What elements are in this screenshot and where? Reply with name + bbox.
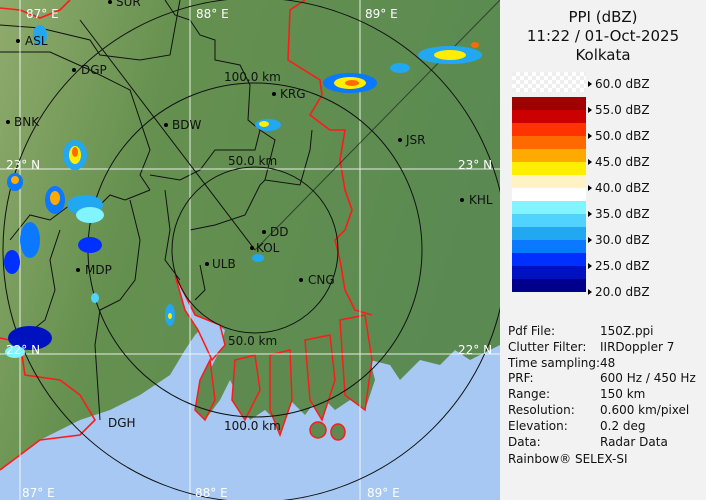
color-band (512, 266, 586, 279)
scale-tick-label: 20.0 dBZ (588, 285, 650, 299)
radar-map[interactable]: SUR ASL DGP BNK BDW KRG JSR KHL DD KOL U… (0, 0, 500, 500)
color-band (512, 214, 586, 227)
info-key: Resolution: (508, 402, 575, 417)
color-band (512, 162, 586, 175)
scale-tick-label: 30.0 dBZ (588, 233, 650, 247)
info-row: PRF: 600 Hz / 450 Hz (508, 371, 696, 387)
city-label: DGH (108, 416, 136, 430)
info-value: 150Z.ppi (600, 324, 654, 338)
city-label: ASL (25, 34, 48, 48)
radar-site: Kolkata (575, 46, 631, 64)
info-row: Elevation: 0.2 deg (508, 419, 696, 435)
lat-label: 22° N (458, 343, 492, 357)
vendor-credit: Rainbow® SELEX-SI (508, 452, 628, 467)
info-row: Time sampling: 48 (508, 356, 696, 372)
lon-label: 88° E (195, 486, 228, 500)
info-value: 150 km (600, 387, 646, 402)
legend-nodata-band (512, 72, 586, 92)
city-label: JSR (405, 133, 426, 147)
scale-tick-label: 45.0 dBZ (588, 155, 650, 169)
info-value: 0.2 deg (600, 418, 646, 433)
info-row: Range: 150 km (508, 387, 696, 403)
color-band (512, 123, 586, 136)
lon-label: 87° E (26, 7, 59, 21)
color-band (512, 201, 586, 214)
info-row: Clutter Filter: IIRDoppler 7 (508, 340, 696, 356)
info-value: IIRDoppler 7 (600, 339, 675, 354)
ring-label-100km: 100.0 km (224, 70, 281, 84)
ring-label-50km: 50.0 km (228, 154, 277, 168)
info-value: Radar Data (600, 434, 668, 449)
lon-label: 89° E (365, 7, 398, 21)
scale-tick-label: 35.0 dBZ (588, 207, 650, 221)
city-label: DGP (81, 63, 107, 77)
range-rings (2, 0, 500, 500)
city-label: KHL (469, 193, 493, 207)
city-label: KRG (280, 87, 306, 101)
city-label: BDW (172, 118, 201, 132)
scale-tick-label: 60.0 dBZ (588, 77, 650, 91)
ring-label-50km: 50.0 km (228, 334, 277, 348)
reflectivity-echoes (4, 25, 482, 358)
info-value: 0.600 km/pixel (600, 402, 690, 417)
city-label: SUR (116, 0, 141, 9)
lon-label: 87° E (22, 486, 55, 500)
product-title: PPI (dBZ) (568, 8, 638, 26)
city-label: MDP (85, 263, 112, 277)
info-value: 600 Hz / 450 Hz (600, 371, 696, 386)
range-ring-50km (171, 166, 339, 334)
scale-tick-label: 55.0 dBZ (588, 103, 650, 117)
info-key: PRF: (508, 371, 534, 386)
color-band (512, 175, 586, 188)
scale-tick-label: 40.0 dBZ (588, 181, 650, 195)
city-label: DD (270, 225, 288, 239)
graticule (0, 0, 500, 500)
lat-label: 22° N (6, 343, 40, 357)
city-label: ULB (212, 257, 236, 271)
color-band (512, 110, 586, 123)
sundarbans-islands (194, 314, 373, 441)
bay-of-bengal (0, 320, 500, 500)
info-value: 48 (600, 355, 616, 370)
color-band (512, 149, 586, 162)
color-band (512, 240, 586, 253)
color-band (512, 253, 586, 266)
city-label: CNG (308, 273, 335, 287)
lat-label: 23° N (458, 158, 492, 172)
lon-label: 88° E (196, 7, 229, 21)
info-key: Elevation: (508, 418, 568, 433)
legend-panel: PPI (dBZ) 11:22 / 01-Oct-2025 Kolkata 60… (500, 0, 706, 500)
city-label: BNK (14, 115, 40, 129)
info-row: Resolution: 0.600 km/pixel (508, 403, 696, 419)
color-band (512, 279, 586, 292)
lat-label: 23° N (6, 158, 40, 172)
river-hooghly (174, 274, 226, 362)
info-key: Pdf File: (508, 324, 556, 338)
city-markers (6, 0, 464, 282)
color-band (512, 136, 586, 149)
ring-label-100km: 100.0 km (224, 419, 281, 433)
range-ring-150km (2, 0, 500, 500)
color-band (512, 97, 586, 110)
info-key: Data: (508, 434, 541, 449)
info-row: Data: Radar Data (508, 435, 696, 451)
city-label: KOL (256, 241, 280, 255)
scale-tick-label: 25.0 dBZ (588, 259, 650, 273)
info-key: Range: (508, 387, 551, 402)
color-band (512, 188, 586, 201)
info-row: Pdf File: 150Z.ppi (508, 324, 696, 340)
color-band (512, 227, 586, 240)
info-key: Clutter Filter: (508, 339, 587, 354)
scan-datetime: 11:22 / 01-Oct-2025 (526, 27, 680, 45)
scan-info: Pdf File: 150Z.ppi Clutter Filter: IIRDoppl… (508, 324, 696, 468)
info-key: Time sampling: (508, 355, 601, 370)
lon-label: 89° E (367, 486, 400, 500)
scale-tick-label: 50.0 dBZ (588, 129, 650, 143)
